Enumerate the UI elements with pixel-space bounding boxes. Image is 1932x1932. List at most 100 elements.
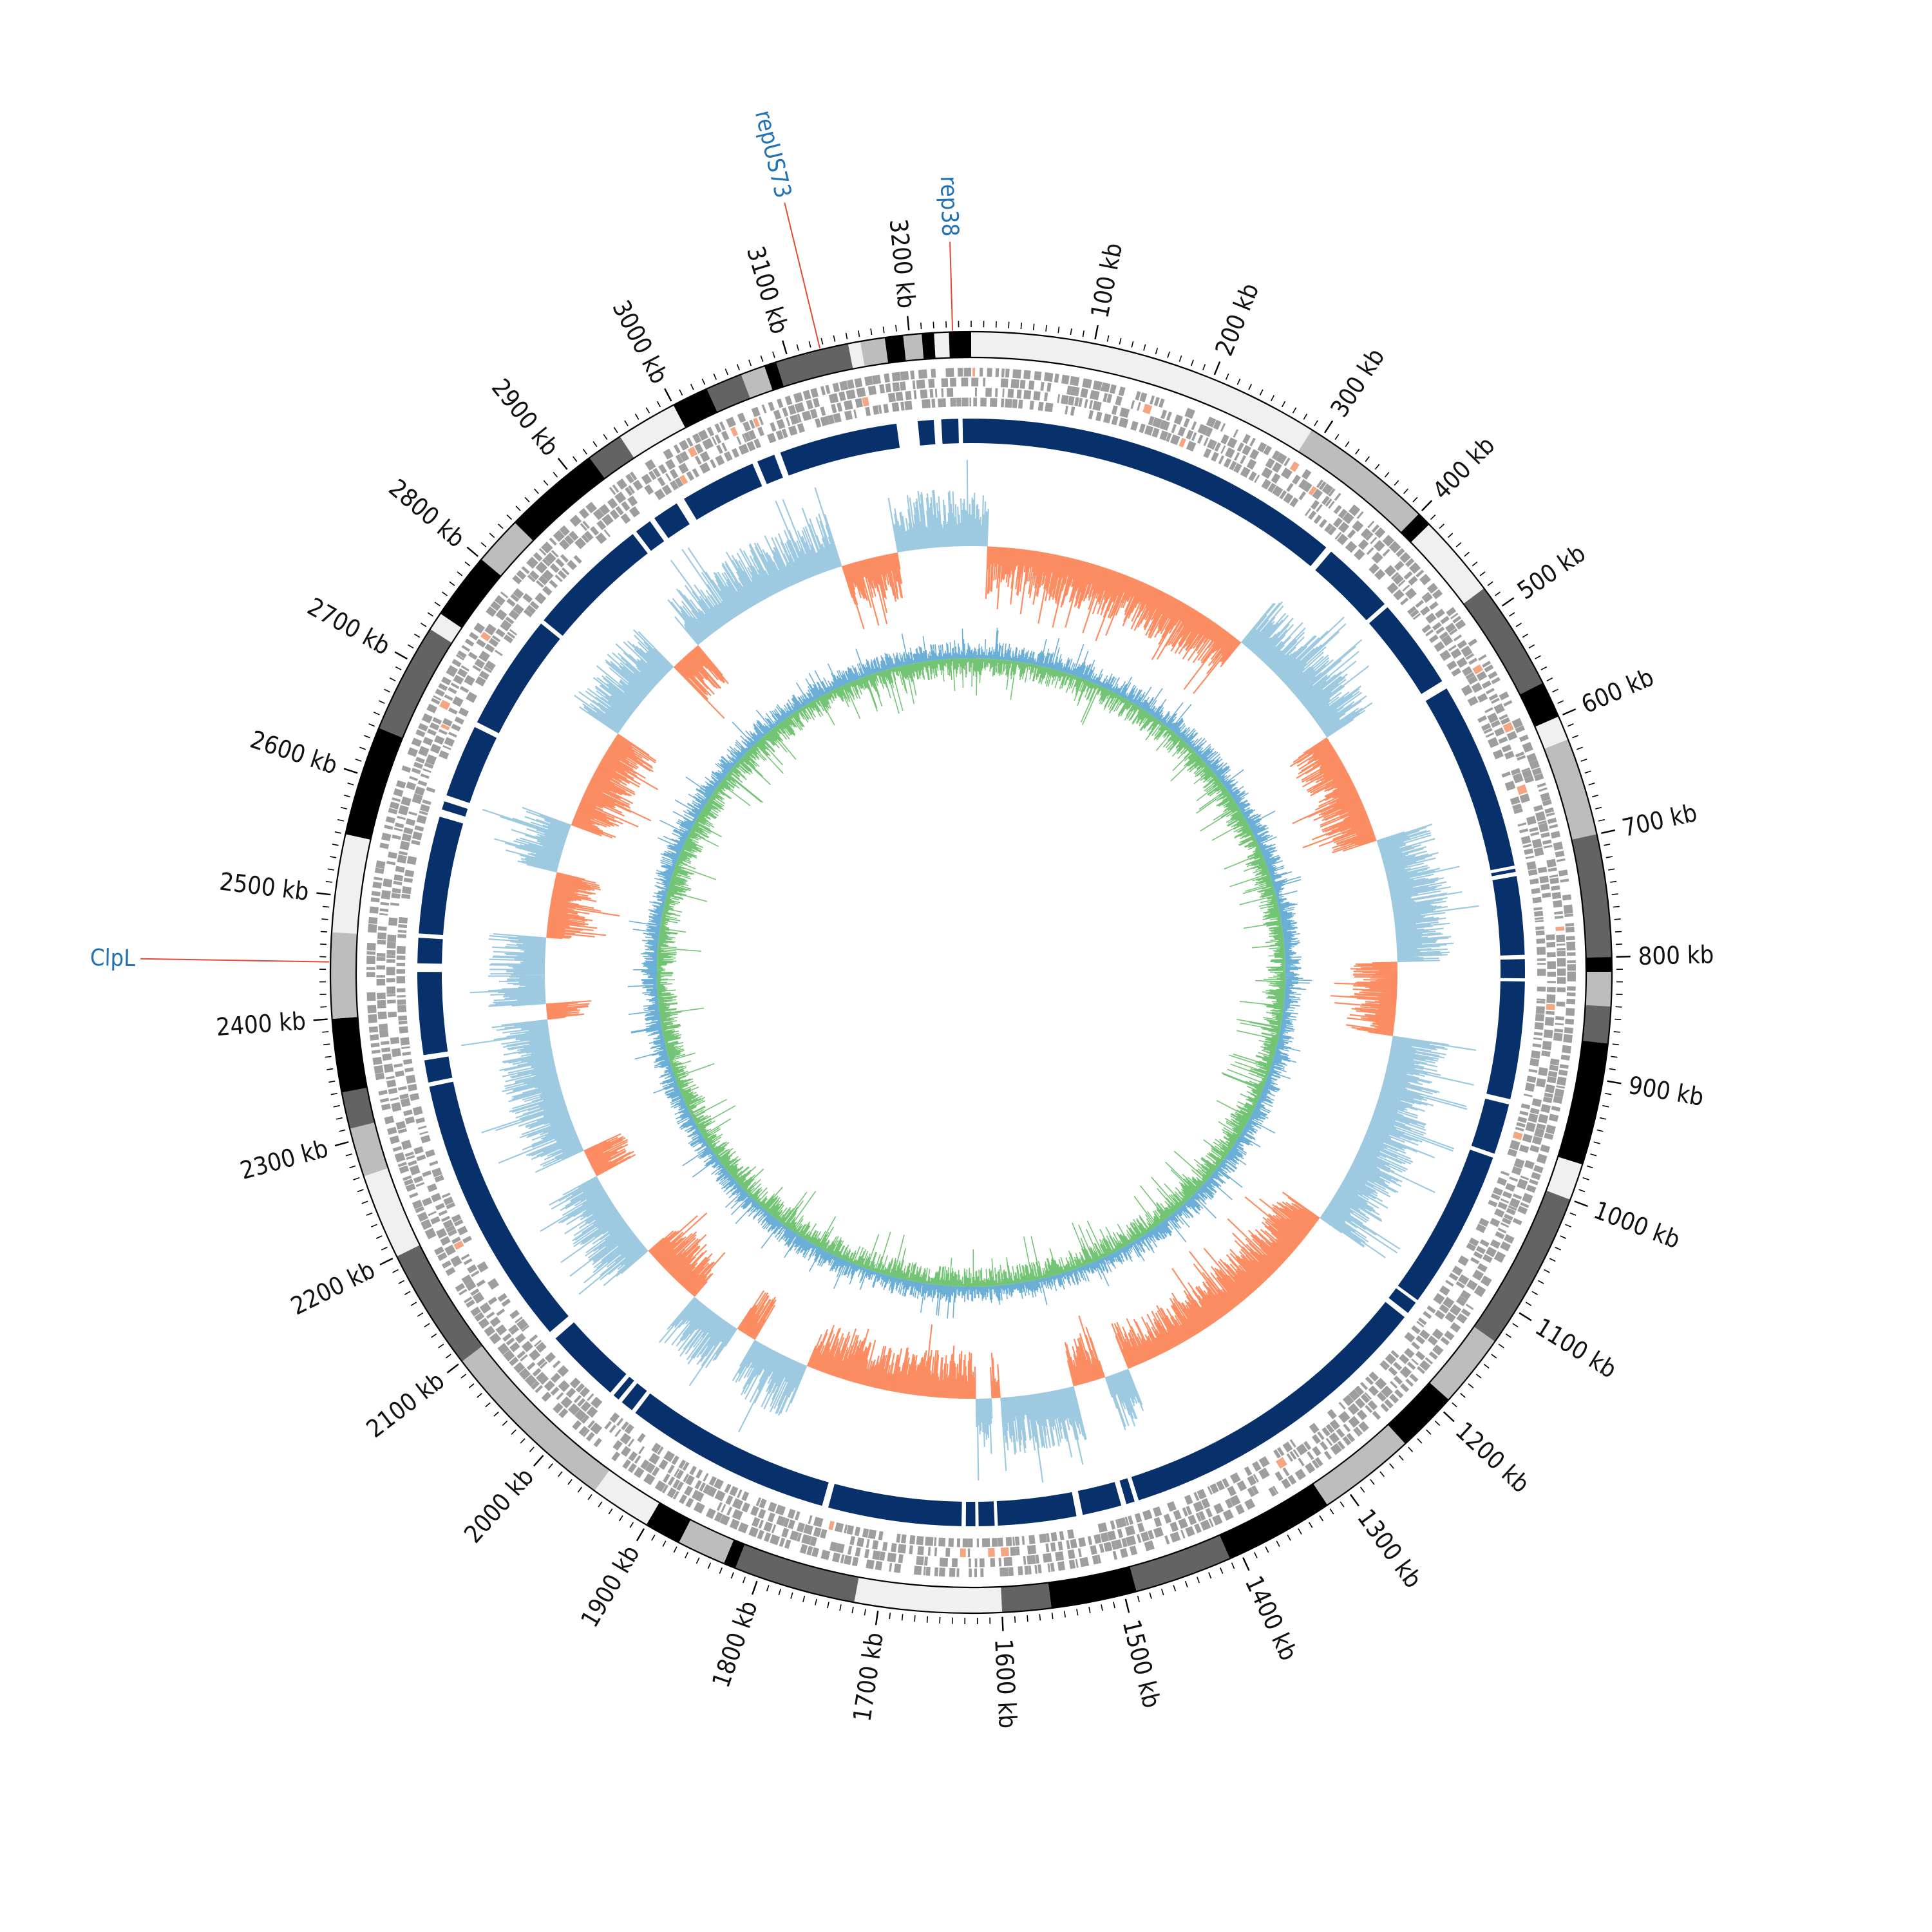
contig-ring — [329, 330, 1613, 1615]
gene-feature — [1519, 793, 1530, 804]
gene-feature — [1248, 471, 1257, 482]
gene-feature — [550, 1372, 562, 1383]
gene-feature — [1439, 649, 1452, 661]
gene-feature — [934, 1537, 937, 1546]
tick-label: 2500 kb — [218, 867, 311, 905]
gene-feature — [1029, 401, 1034, 410]
backbone-ring — [417, 419, 1525, 1526]
gene-feature — [1504, 750, 1515, 760]
gene-feature — [1477, 1263, 1488, 1273]
gene-feature — [587, 1393, 594, 1401]
gene-feature — [1289, 461, 1300, 472]
gene-feature — [1316, 479, 1323, 488]
major-tick — [1324, 420, 1334, 433]
gene-feature — [714, 423, 722, 433]
gene-feature — [1280, 468, 1293, 480]
gene-feature — [1443, 1296, 1455, 1309]
gene-feature — [1118, 386, 1126, 397]
gene-feature — [569, 515, 582, 527]
gene-feature — [1434, 1310, 1445, 1320]
gene-feature — [386, 994, 396, 997]
gene-feature — [1415, 600, 1425, 608]
gene-feature — [465, 1280, 477, 1291]
gene-feature — [684, 1485, 694, 1496]
gene-feature — [1540, 832, 1550, 838]
gene-feature — [393, 880, 402, 886]
gene-feature — [483, 666, 493, 674]
gene-feature — [562, 567, 570, 576]
gene-feature — [1446, 660, 1457, 670]
gene-feature — [1050, 1532, 1057, 1542]
gene-feature — [1347, 1403, 1359, 1416]
gene-feature — [1526, 861, 1537, 870]
gene-feature — [1139, 392, 1148, 402]
gene-feature — [625, 487, 633, 497]
gene-feature — [439, 750, 450, 760]
gene-feature — [595, 532, 607, 544]
gene-feature — [788, 404, 797, 415]
gene-feature — [601, 514, 614, 526]
contig-segment — [440, 559, 502, 629]
tick-label: 900 kb — [1627, 1071, 1706, 1112]
gene-feature — [1452, 616, 1462, 624]
gene-feature — [703, 1473, 709, 1482]
gene-feature — [614, 491, 627, 504]
gene-feature — [974, 388, 977, 397]
gene-feature — [1141, 1531, 1150, 1542]
gene-feature — [776, 419, 786, 430]
gene-feature — [396, 945, 406, 954]
gene-feature — [793, 392, 804, 403]
gene-feature — [980, 368, 983, 377]
gene-feature — [381, 889, 391, 900]
gene-feature — [1034, 371, 1042, 381]
gene-feature — [445, 1267, 456, 1276]
gene-feature — [406, 781, 417, 791]
gene-feature — [542, 569, 554, 582]
gene-feature — [536, 580, 544, 588]
gene-feature — [476, 1279, 486, 1287]
gene-feature — [945, 1548, 951, 1557]
gene-feature — [452, 696, 464, 707]
gene-feature — [616, 478, 628, 490]
gene-feature — [1533, 911, 1544, 917]
gene-feature — [716, 444, 723, 454]
gene-feature — [1521, 767, 1531, 773]
gene-feature — [931, 368, 936, 378]
gene-feature — [1197, 424, 1209, 435]
gene-feature — [961, 397, 969, 407]
gene-feature — [484, 1325, 496, 1337]
contig-segment — [332, 1017, 367, 1093]
gene-feature — [397, 934, 406, 938]
gene-feature — [990, 1558, 996, 1567]
gene-feature — [625, 473, 634, 484]
gene-feature — [512, 574, 522, 585]
gene-feature — [1546, 1010, 1555, 1015]
gene-feature — [629, 506, 640, 518]
gene-feature — [1211, 451, 1219, 462]
gene-feature — [1467, 696, 1479, 706]
gene-feature — [558, 570, 567, 580]
gene-feature — [388, 851, 397, 859]
gene-feature — [535, 1341, 547, 1353]
gene-feature — [1528, 1068, 1538, 1073]
gene-feature — [377, 999, 386, 1009]
gene-feature — [520, 1354, 528, 1362]
gene-feature — [422, 799, 431, 806]
gene-feature — [557, 1365, 569, 1377]
gene-feature — [591, 1396, 603, 1409]
gene-feature — [1461, 645, 1473, 658]
gene-feature — [1416, 1366, 1426, 1374]
backbone-block — [442, 801, 468, 817]
gene-feature — [1334, 531, 1342, 540]
gene-feature — [412, 831, 422, 840]
gene-feature — [1556, 934, 1566, 943]
backbone-block — [419, 817, 464, 936]
contig-segment — [1001, 1582, 1052, 1613]
gene-feature — [1079, 1557, 1090, 1567]
gene-feature — [1533, 1037, 1542, 1041]
gene-feature — [1511, 1166, 1522, 1176]
gene-feature — [1103, 1541, 1113, 1552]
gene-feature — [549, 537, 557, 546]
gene-feature — [1023, 370, 1031, 380]
gene-feature — [393, 827, 403, 832]
